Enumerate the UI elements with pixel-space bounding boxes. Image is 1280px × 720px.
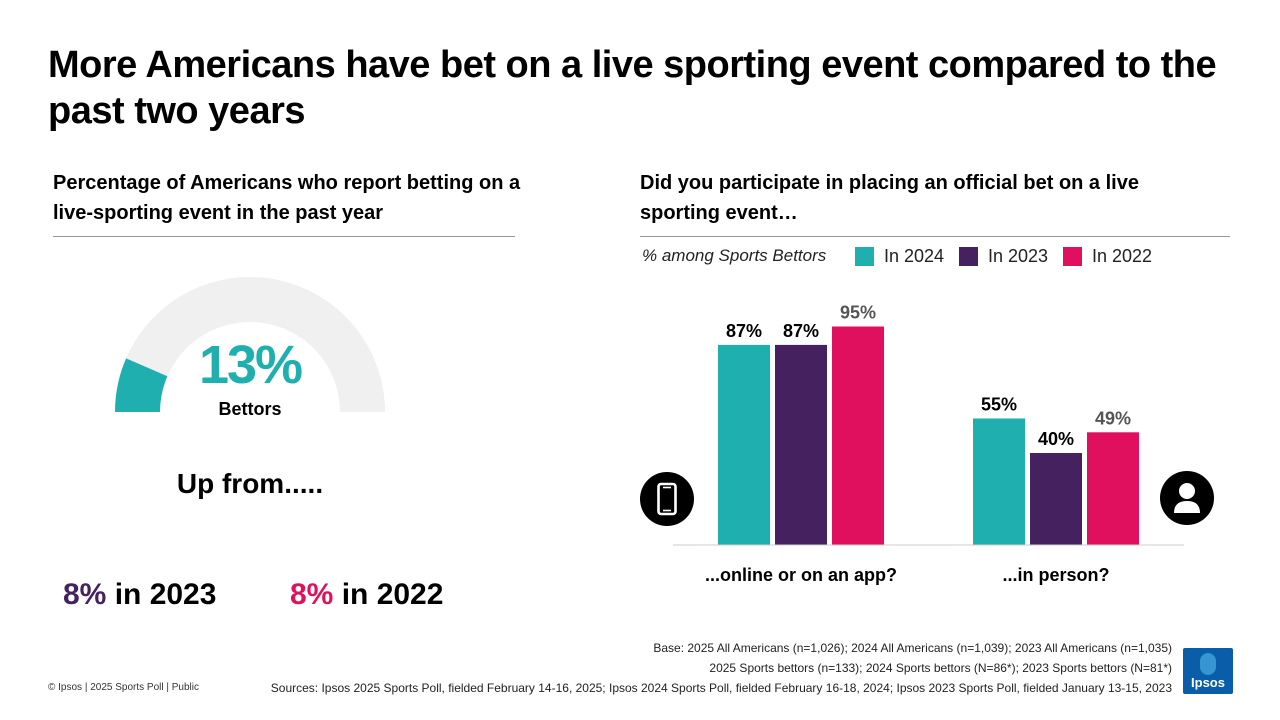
data-label: 40% [1038, 429, 1074, 449]
legend-item-2022: In 2022 [1063, 246, 1152, 267]
logo-mark [1200, 653, 1216, 675]
legend-label-2023: In 2023 [988, 246, 1049, 266]
ipsos-logo: Ipsos [1183, 648, 1233, 694]
bar-in-2024-in-person [973, 418, 1025, 545]
prior-2023-pct: 8% [63, 578, 107, 611]
gauge-value: 13% [198, 335, 303, 395]
legend-item-2024: In 2024 [855, 246, 944, 267]
smartphone-icon [640, 472, 694, 526]
data-label: 49% [1095, 408, 1131, 428]
data-label: 87% [783, 321, 819, 341]
bar-in-2022-online [832, 326, 884, 545]
sources-note: Sources: Ipsos 2025 Sports Poll, fielded… [270, 681, 1172, 695]
bar-in-2023-in-person [1030, 453, 1082, 545]
right-divider [640, 236, 1230, 237]
base-note-2: 2025 Sports bettors (n=133); 2024 Sports… [709, 661, 1172, 675]
up-from-text: Up from..... [176, 468, 324, 499]
gauge-label: Bettors [218, 399, 282, 419]
bar-in-2023-online [775, 344, 827, 545]
left-divider [53, 236, 515, 237]
data-label: 55% [981, 395, 1017, 415]
legend-note: % among Sports Bettors [642, 246, 827, 265]
person-icon [1160, 471, 1214, 525]
logo-text: Ipsos [1191, 675, 1225, 690]
category-label: ...in person? [1002, 565, 1109, 585]
bar-in-2022-in-person [1087, 432, 1139, 545]
legend-swatch-2024 [855, 247, 874, 266]
page-title: More Americans have bet on a live sporti… [48, 44, 1217, 132]
legend-label-2022: In 2022 [1092, 246, 1153, 266]
prior-2022-pct: 8% [290, 578, 334, 611]
prior-2022: 8% in 2022 [290, 578, 443, 612]
bettors-gauge [115, 277, 385, 412]
legend-swatch-2023 [959, 247, 978, 266]
legend-swatch-2022 [1063, 247, 1082, 266]
data-label: 95% [840, 303, 876, 323]
gauge-fill [115, 358, 168, 412]
bar-chart: 87% 87% 95% ...online or on an app? 55% 40% 49… [640, 303, 1214, 585]
data-label: 87% [726, 321, 762, 341]
category-label: ...online or on an app? [705, 565, 897, 585]
gauge-track [115, 277, 385, 412]
prior-2022-text: in 2022 [333, 578, 444, 611]
left-panel-subtitle: Percentage of Americans who report betti… [53, 172, 521, 224]
base-note-1: Base: 2025 All Americans (n=1,026); 2024… [653, 641, 1172, 655]
legend-item-2023: In 2023 [959, 246, 1048, 267]
legend-label-2024: In 2024 [884, 246, 945, 266]
right-panel-subtitle: Did you participate in placing an offici… [640, 172, 1139, 224]
copyright-text: © Ipsos | 2025 Sports Poll | Public [48, 682, 199, 693]
prior-2023-text: in 2023 [106, 578, 217, 611]
prior-2023: 8% in 2023 [63, 578, 216, 612]
bar-in-2024-online [718, 344, 770, 545]
bars-group: 87% 87% 95% ...online or on an app? 55% 40% 49… [705, 303, 1139, 585]
